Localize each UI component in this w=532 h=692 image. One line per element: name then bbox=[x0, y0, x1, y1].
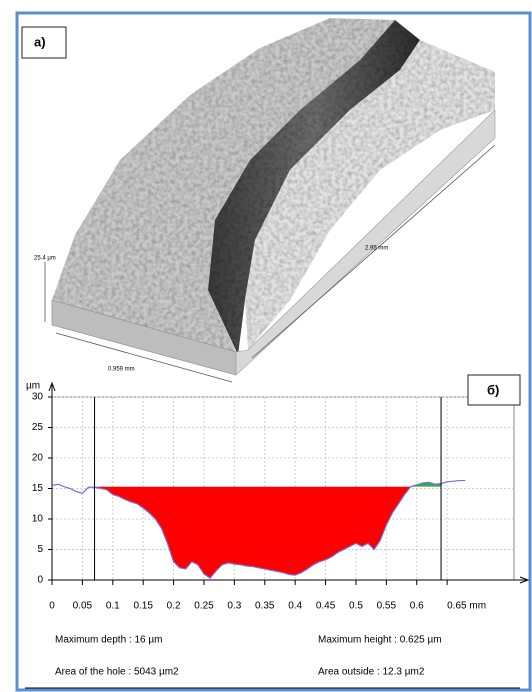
profile-chart: 0 5 10 15 20 25 30 0 0.05 0.1 0.15 0.2 0.25 0.3 0.35 0.… bbox=[32, 381, 530, 612]
surface-3d bbox=[44, 18, 496, 383]
annotation: Maximum height : 0.625 µm bbox=[318, 635, 442, 646]
y-tick-label: 10 bbox=[32, 514, 44, 525]
annotation: Maximum depth : 16 µm bbox=[55, 635, 162, 646]
x-tick-label: 0.2 bbox=[167, 601, 181, 612]
x-tick-label: 0.65 mm bbox=[447, 601, 486, 612]
scale-label: 0.959 mm bbox=[108, 367, 135, 373]
hole-area bbox=[94, 486, 442, 579]
x-tick-label: 0.55 bbox=[377, 601, 397, 612]
y-tick-label: 15 bbox=[32, 483, 44, 494]
profile-line bbox=[51, 479, 466, 579]
scale-label: 2.95 mm bbox=[365, 246, 388, 252]
panel-label: а) bbox=[34, 34, 46, 49]
x-tick-label: 0.05 bbox=[73, 601, 93, 612]
x-tick-label: 0.25 bbox=[194, 601, 214, 612]
y-axis-label: µm bbox=[26, 381, 40, 392]
y-tick-label: 5 bbox=[37, 544, 43, 555]
label-box bbox=[467, 374, 521, 406]
x-tick-label: 0.3 bbox=[227, 601, 241, 612]
x-tick-label: 0.5 bbox=[349, 601, 363, 612]
y-tick-label: 20 bbox=[32, 453, 44, 464]
axis-arrow bbox=[519, 576, 530, 584]
y-tick-label: 30 bbox=[32, 392, 44, 403]
peak-area bbox=[410, 482, 442, 487]
scale-label: 25.4 µm bbox=[34, 256, 56, 262]
x-tick-label: 0.15 bbox=[133, 601, 153, 612]
x-tick-label: 0 bbox=[49, 601, 55, 612]
annotation: Area outside : 12.3 µm2 bbox=[318, 667, 425, 678]
annotation: Area of the hole : 5043 µm2 bbox=[55, 667, 179, 678]
panel-label: б) bbox=[487, 382, 499, 397]
y-tick-label: 25 bbox=[32, 422, 44, 433]
frame bbox=[15, 11, 532, 692]
axis-arrow bbox=[48, 381, 56, 392]
x-tick-label: 0.4 bbox=[288, 601, 302, 612]
label-box bbox=[21, 26, 67, 59]
x-tick-label: 0.45 bbox=[316, 601, 336, 612]
y-tick-label: 0 bbox=[37, 575, 43, 586]
x-tick-label: 0.6 bbox=[410, 601, 424, 612]
x-tick-label: 0.35 bbox=[255, 601, 275, 612]
x-tick-label: 0.1 bbox=[106, 601, 120, 612]
